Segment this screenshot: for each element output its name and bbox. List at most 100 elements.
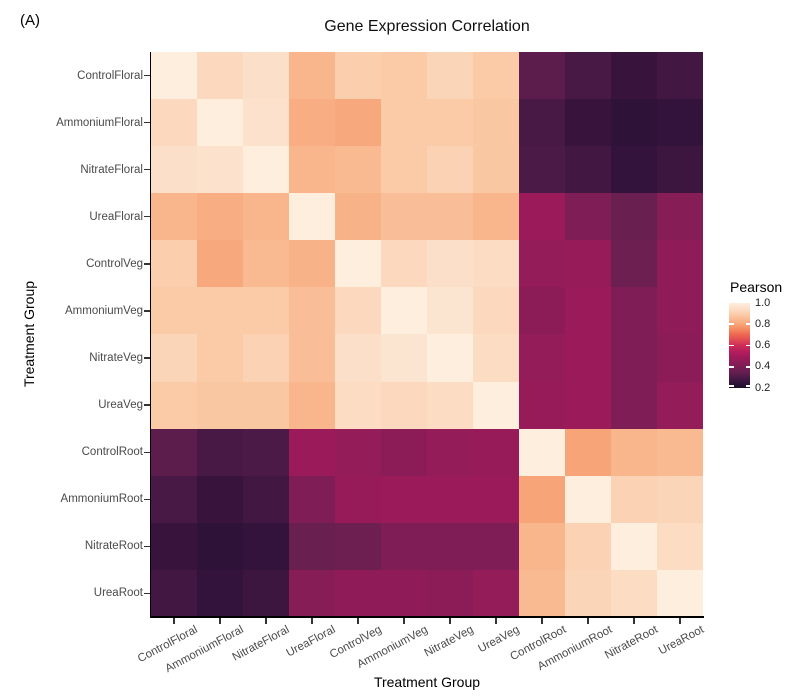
heatmap-cell (657, 428, 703, 476)
heatmap-cell (335, 428, 381, 476)
heatmap-cell (243, 146, 289, 194)
heatmap-cell (289, 193, 335, 241)
heatmap-cell (243, 428, 289, 476)
heatmap-cell (519, 240, 565, 288)
heatmap-cell (565, 428, 611, 476)
heatmap-cell (519, 193, 565, 241)
heatmap-cell (335, 522, 381, 570)
heatmap-cell (427, 240, 473, 288)
legend-tick-label: 0.2 (755, 381, 771, 394)
y-axis-label: ControlVeg (86, 257, 143, 270)
heatmap-cell (289, 381, 335, 429)
x-axis-tick (219, 618, 221, 624)
heatmap-cell (565, 381, 611, 429)
heatmap-cell (151, 428, 197, 476)
heatmap-cell (427, 287, 473, 335)
y-axis-tick (144, 498, 150, 500)
heatmap-cell (565, 193, 611, 241)
heatmap-cell (565, 99, 611, 147)
legend-tick-label: 0.4 (755, 360, 771, 373)
heatmap-cell (565, 287, 611, 335)
heatmap-cell (657, 193, 703, 241)
heatmap-cell (427, 475, 473, 523)
heatmap-cell (335, 287, 381, 335)
heatmap-cell (473, 428, 519, 476)
heatmap-cell (611, 334, 657, 382)
heatmap-cell (197, 193, 243, 241)
heatmap-cell (473, 240, 519, 288)
heatmap-cell (519, 381, 565, 429)
legend-colorbar (729, 303, 750, 388)
y-axis-label: UreaFloral (89, 210, 143, 223)
heatmap-cell (519, 428, 565, 476)
x-axis-tick (311, 618, 313, 624)
heatmap-cell (335, 240, 381, 288)
x-axis-tick (265, 618, 267, 624)
heatmap-cell (519, 99, 565, 147)
heatmap-cell (519, 146, 565, 194)
x-axis-tick (449, 618, 451, 624)
heatmap-cell (473, 146, 519, 194)
y-axis-tick (144, 74, 150, 77)
heatmap-cell (151, 193, 197, 241)
y-axis-label: NitrateVeg (89, 352, 143, 365)
y-axis-tick (144, 592, 150, 595)
heatmap-cell (611, 569, 657, 617)
heatmap-cell (519, 569, 565, 617)
heatmap-cell (473, 287, 519, 335)
heatmap-cell (473, 569, 519, 617)
heatmap-cell (197, 287, 243, 335)
heatmap-cell (381, 522, 427, 570)
heatmap-cell (243, 287, 289, 335)
heatmap-cell (289, 52, 335, 100)
heatmap-cell (473, 522, 519, 570)
x-axis-tick (541, 618, 543, 624)
heatmap-cell (381, 193, 427, 241)
heatmap-cell (473, 193, 519, 241)
heatmap-cell (289, 99, 335, 147)
heatmap-cell (657, 569, 703, 617)
heatmap-cell (565, 475, 611, 523)
heatmap-cell (243, 99, 289, 147)
y-axis-tick (144, 310, 150, 312)
y-axis-tick (144, 216, 150, 218)
heatmap-cell (381, 569, 427, 617)
heatmap-cell (427, 146, 473, 194)
x-axis-tick (495, 618, 497, 624)
legend-tick-mark (729, 344, 734, 347)
heatmap-cell (611, 52, 657, 100)
heatmap-cell (335, 475, 381, 523)
heatmap-cell (611, 381, 657, 429)
heatmap-cell (289, 146, 335, 194)
heatmap-cell (335, 99, 381, 147)
heatmap-cell (381, 287, 427, 335)
heatmap-cell (381, 52, 427, 100)
legend-tick-mark (729, 323, 734, 326)
heatmap-cell (611, 428, 657, 476)
heatmap-cell (151, 240, 197, 288)
heatmap-cell (565, 146, 611, 194)
heatmap-cell (243, 52, 289, 100)
heatmap-cell (427, 52, 473, 100)
heatmap-cell (243, 522, 289, 570)
heatmap-cell (289, 569, 335, 617)
y-axis-tick (144, 121, 150, 124)
heatmap-cell (381, 146, 427, 194)
heatmap-cell (335, 334, 381, 382)
heatmap-cell (335, 193, 381, 241)
heatmap-cell (197, 381, 243, 429)
y-axis-label: AmmoniumVeg (65, 304, 143, 317)
heatmap-cell (611, 287, 657, 335)
heatmap-cell (519, 475, 565, 523)
heatmap-cell (289, 334, 335, 382)
y-axis-label: AmmoniumFloral (56, 116, 143, 129)
heatmap-cell (519, 52, 565, 100)
heatmap-cell (611, 146, 657, 194)
y-axis-label: NitrateFloral (80, 163, 143, 176)
heatmap-cell (243, 334, 289, 382)
heatmap-cell (565, 522, 611, 570)
heatmap-cell (151, 287, 197, 335)
x-axis-tick (403, 618, 405, 624)
heatmap-cell (427, 193, 473, 241)
heatmap-cell (151, 569, 197, 617)
